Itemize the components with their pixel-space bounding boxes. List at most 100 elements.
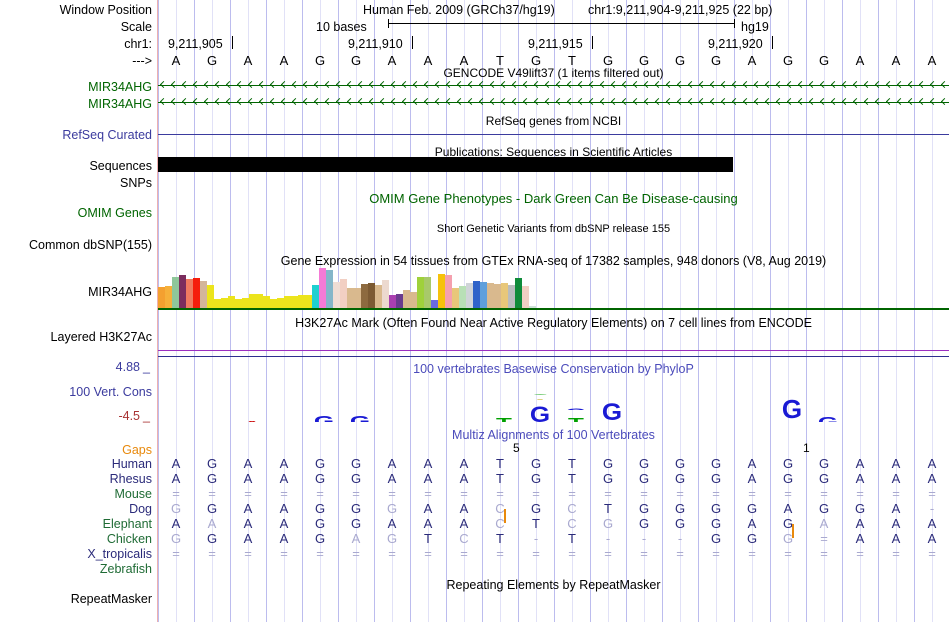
alignment-base[interactable]: A xyxy=(279,471,289,486)
alignment-base[interactable]: G xyxy=(818,456,830,471)
gtex-tissue-bar[interactable] xyxy=(459,285,466,308)
gtex-tissue-bar[interactable] xyxy=(361,283,368,308)
refseq-label[interactable]: RefSeq Curated xyxy=(62,128,152,142)
alignment-base[interactable]: = xyxy=(208,486,216,501)
gtex-tissue-bar[interactable] xyxy=(494,283,501,308)
alignment-base[interactable]: A xyxy=(243,471,253,486)
alignment-base[interactable]: G xyxy=(314,471,326,486)
alignment-base[interactable]: = xyxy=(244,546,252,561)
gtex-tissue-bar[interactable] xyxy=(312,284,319,308)
gtex-tissue-bar[interactable] xyxy=(165,285,172,308)
alignment-base[interactable]: A xyxy=(207,516,217,531)
alignment-base[interactable]: G xyxy=(674,501,686,516)
alignment-base[interactable]: = xyxy=(208,546,216,561)
alignment-base[interactable]: = xyxy=(388,546,396,561)
alignment-base[interactable]: A xyxy=(243,531,253,546)
gtex-tissue-bar[interactable] xyxy=(326,270,333,308)
alignment-base[interactable]: A xyxy=(927,531,937,546)
gtex-tissue-bar[interactable] xyxy=(249,294,256,308)
alignment-base[interactable]: A xyxy=(855,531,865,546)
gtex-tissue-bar[interactable] xyxy=(228,296,235,308)
alignment-base[interactable]: A xyxy=(855,516,865,531)
alignment-base[interactable]: G xyxy=(530,501,542,516)
alignment-base[interactable]: = xyxy=(460,546,468,561)
alignment-base[interactable]: A xyxy=(927,516,937,531)
alignment-base[interactable]: C xyxy=(567,501,577,516)
alignment-base[interactable]: G xyxy=(782,471,794,486)
alignment-base[interactable]: G xyxy=(710,516,722,531)
alignment-base[interactable]: A xyxy=(423,456,433,471)
gtex-tissue-bar[interactable] xyxy=(284,296,291,308)
alignment-base[interactable]: = xyxy=(928,486,936,501)
alignment-base[interactable]: A xyxy=(387,516,397,531)
alignment-base[interactable]: G xyxy=(710,456,722,471)
gtex-tissue-bar[interactable] xyxy=(522,285,529,308)
species-label[interactable]: X_tropicalis xyxy=(87,547,152,561)
alignment-base[interactable]: = xyxy=(748,486,756,501)
alignment-base[interactable]: C xyxy=(495,501,505,516)
alignment-base[interactable]: A xyxy=(243,501,253,516)
alignment-base[interactable]: A xyxy=(423,471,433,486)
alignment-base[interactable]: = xyxy=(352,486,360,501)
gtex-tissue-bar[interactable] xyxy=(193,277,200,308)
species-label[interactable]: Elephant xyxy=(102,517,152,531)
gtex-tissue-bar[interactable] xyxy=(473,280,480,308)
alignment-base[interactable]: = xyxy=(316,486,324,501)
alignment-base[interactable]: A xyxy=(891,516,901,531)
alignment-base[interactable]: A xyxy=(459,501,469,516)
alignment-base[interactable]: A xyxy=(387,471,397,486)
alignment-base[interactable]: G xyxy=(638,456,650,471)
species-label[interactable]: Human xyxy=(111,457,152,471)
gtex-tissue-bar[interactable] xyxy=(529,305,536,308)
species-label[interactable]: Dog xyxy=(129,502,152,516)
alignment-base[interactable]: A xyxy=(243,516,253,531)
gtex-tissue-bar[interactable] xyxy=(396,294,403,308)
gencode-transcript-1[interactable] xyxy=(158,80,949,91)
alignment-base[interactable]: G xyxy=(746,531,758,546)
gtex-tissue-bar[interactable] xyxy=(431,299,438,308)
alignment-base[interactable]: = xyxy=(712,546,720,561)
alignment-base[interactable]: A xyxy=(387,456,397,471)
alignment-base[interactable]: C xyxy=(459,531,469,546)
alignment-base[interactable]: G xyxy=(206,471,218,486)
alignment-base[interactable]: = xyxy=(820,546,828,561)
alignment-base[interactable]: = xyxy=(820,486,828,501)
alignment-base[interactable]: G xyxy=(818,501,830,516)
alignment-base[interactable]: G xyxy=(314,501,326,516)
alignment-base[interactable]: G xyxy=(530,456,542,471)
alignment-base[interactable]: = xyxy=(892,546,900,561)
alignment-base[interactable]: = xyxy=(316,546,324,561)
gtex-tissue-bar[interactable] xyxy=(340,278,347,308)
alignment-base[interactable]: = xyxy=(532,486,540,501)
alignment-base[interactable]: = xyxy=(820,531,828,546)
alignment-base[interactable]: G xyxy=(674,516,686,531)
alignment-base[interactable]: = xyxy=(280,486,288,501)
publications-label[interactable]: Sequences xyxy=(89,159,152,173)
alignment-base[interactable]: = xyxy=(244,486,252,501)
alignment-base[interactable]: A xyxy=(351,531,361,546)
species-label[interactable]: Chicken xyxy=(106,532,152,546)
gtex-tissue-bar[interactable] xyxy=(242,297,249,308)
alignment-base[interactable]: - xyxy=(605,531,611,546)
gtex-tissue-bar[interactable] xyxy=(368,282,375,308)
species-label[interactable]: Rhesus xyxy=(109,472,152,486)
gtex-tissue-bar[interactable] xyxy=(200,280,207,308)
gtex-tissue-bar[interactable] xyxy=(186,278,193,308)
alignment-base[interactable]: G xyxy=(710,471,722,486)
h3k27ac-label[interactable]: Layered H3K27Ac xyxy=(50,330,152,344)
alignment-base[interactable]: G xyxy=(674,471,686,486)
alignment-base[interactable]: = xyxy=(676,546,684,561)
gtex-tissue-bar[interactable] xyxy=(235,298,242,308)
alignment-base[interactable]: G xyxy=(206,531,218,546)
alignment-base[interactable]: A xyxy=(459,516,469,531)
alignment-base[interactable]: G xyxy=(782,516,794,531)
gencode-gene-label-1[interactable]: MIR34AHG xyxy=(88,80,152,94)
alignment-base[interactable]: G xyxy=(602,516,614,531)
gtex-tissue-bar[interactable] xyxy=(410,292,417,308)
alignment-base[interactable]: = xyxy=(460,486,468,501)
gtex-tissue-bar[interactable] xyxy=(382,279,389,308)
alignment-base[interactable]: A xyxy=(171,471,181,486)
alignment-base[interactable]: = xyxy=(532,546,540,561)
alignment-base[interactable]: G xyxy=(350,516,362,531)
gtex-tissue-bar[interactable] xyxy=(438,274,445,308)
